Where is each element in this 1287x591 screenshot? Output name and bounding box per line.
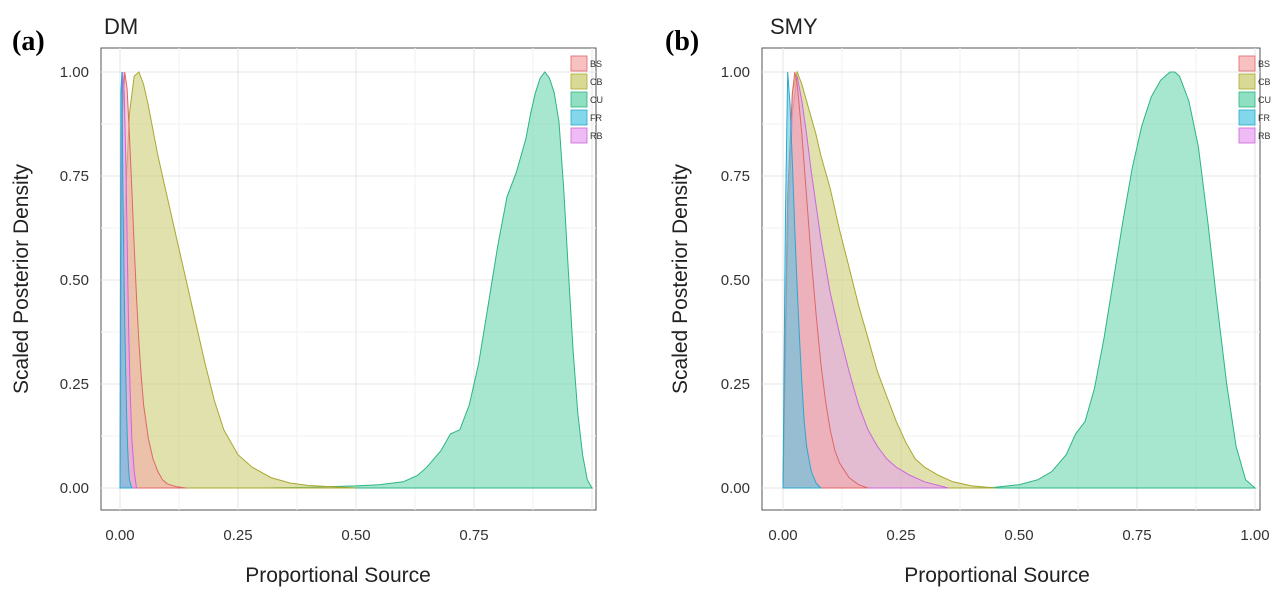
x-tick-label: 0.25 (223, 527, 252, 544)
y-tick-label: 1.00 (60, 64, 89, 81)
density-area-fr (782, 71, 822, 489)
x-tick-label: 0.50 (341, 527, 370, 544)
density-area-bs (119, 71, 187, 489)
y-tick-label: 0.50 (60, 272, 89, 289)
y-tick-label: 0.50 (721, 272, 750, 289)
panel-title: SMY (770, 14, 818, 39)
legend-swatch-cu (1238, 91, 1256, 108)
density-area-fr (119, 71, 133, 489)
y-tick-label: 1.00 (721, 64, 750, 81)
y-tick-label: 0.00 (721, 480, 750, 497)
legend-swatch-bs (570, 55, 588, 72)
legend-label-cb: CB (1258, 77, 1271, 87)
density-area-cb (119, 71, 357, 489)
density-areas (119, 71, 593, 489)
legend-swatch-cb (570, 73, 588, 90)
y-axis-title: Scaled Posterior Density (669, 164, 692, 394)
panel-letter: (a) (12, 26, 45, 57)
legend-label-fr: FR (590, 113, 602, 123)
panel-title: DM (104, 14, 139, 39)
x-tick-label: 0.50 (1004, 527, 1033, 544)
x-tick-label: 0.75 (1122, 527, 1151, 544)
legend-label-bs: BS (1258, 59, 1270, 69)
y-tick-label: 0.25 (60, 376, 89, 393)
density-area-rb (782, 76, 949, 489)
legend-label-cu: CU (1258, 95, 1271, 105)
density-area-bs (782, 71, 869, 489)
legend-swatch-bs (1238, 55, 1256, 72)
y-tick-label: 0.75 (721, 168, 750, 185)
x-tick-label: 0.75 (459, 527, 488, 544)
y-axis-title: Scaled Posterior Density (10, 164, 33, 394)
legend-label-rb: RB (590, 131, 603, 141)
x-axis-title: Proportional Source (245, 564, 431, 587)
legend-label-rb: RB (1258, 131, 1271, 141)
legend-swatch-rb (1238, 127, 1256, 144)
y-tick-label: 0.25 (721, 376, 750, 393)
x-tick-label: 0.00 (768, 527, 797, 544)
legend-label-cu: CU (590, 95, 603, 105)
panel-a: (a) DM 0.00 0.25 0.50 0.75 1.00 0.00 0.25 0.50 0… (0, 0, 640, 591)
density-chart: 0.00 0.25 0.50 0.75 1.00 0.00 0.25 0.50 0.75 Prop… (10, 47, 603, 587)
legend-label-fr: FR (1258, 113, 1270, 123)
density-area-cu (971, 71, 1257, 489)
x-tick-label: 0.00 (105, 527, 134, 544)
legend-label-bs: BS (590, 59, 602, 69)
legend-label-cb: CB (590, 77, 603, 87)
legend-swatch-cb (1238, 73, 1256, 90)
legend: BS CB CU FR RB (1238, 55, 1271, 144)
legend: BS CB CU FR RB (570, 55, 603, 144)
panel-b: (b) SMY 0.00 0.25 0.50 0.75 1.00 0.00 0.25 0.50… (655, 0, 1287, 591)
panel-letter: (b) (665, 26, 700, 57)
x-axis-title: Proportional Source (904, 564, 1090, 587)
density-areas (782, 70, 1257, 489)
legend-swatch-rb (570, 127, 588, 144)
x-tick-label: 1.00 (1240, 527, 1269, 544)
density-area-cu (261, 71, 593, 489)
y-tick-label: 0.00 (60, 480, 89, 497)
y-tick-label: 0.75 (60, 168, 89, 185)
legend-swatch-cu (570, 91, 588, 108)
legend-swatch-fr (1238, 109, 1256, 126)
density-chart: 0.00 0.25 0.50 0.75 1.00 0.00 0.25 0.50 0.75 1.00… (669, 47, 1271, 587)
x-tick-label: 0.25 (886, 527, 915, 544)
legend-swatch-fr (570, 109, 588, 126)
